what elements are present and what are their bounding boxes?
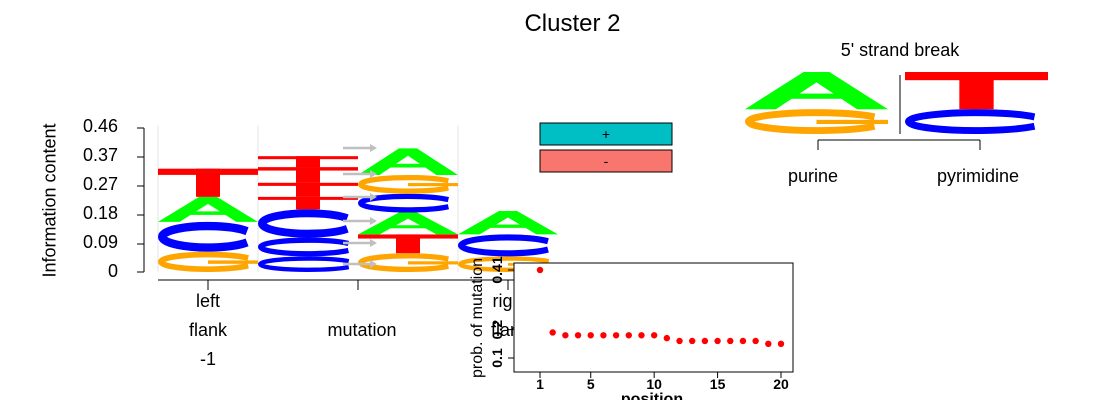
pyrimidine-label: pyrimidine bbox=[937, 166, 1020, 186]
inset-point bbox=[663, 334, 671, 342]
inset-x-tick-label: 20 bbox=[773, 376, 789, 392]
strand-break-logo bbox=[745, 72, 1048, 134]
logo-letter-C bbox=[358, 193, 449, 213]
inset-y-label: prob. of mutation bbox=[469, 258, 486, 378]
logo-letter-C bbox=[258, 209, 349, 238]
logo-letter-A bbox=[358, 212, 458, 235]
inset-point bbox=[689, 337, 696, 345]
mutation-arrow bbox=[343, 217, 377, 225]
inset-point bbox=[676, 337, 683, 345]
inset-point bbox=[727, 337, 734, 345]
inset-point bbox=[612, 332, 620, 339]
inset-point bbox=[600, 332, 607, 339]
logo-letter-A bbox=[158, 196, 258, 222]
x-group-label: flank bbox=[188, 320, 228, 340]
y-tick-label: 0.27 bbox=[82, 174, 118, 194]
inset-point bbox=[752, 337, 759, 345]
inset-point bbox=[562, 332, 569, 339]
y-tick-label: 0.46 bbox=[82, 116, 118, 136]
y-tick-label: 0.37 bbox=[82, 145, 118, 165]
strand-break-bracket bbox=[817, 75, 981, 150]
logo-letter-G bbox=[158, 251, 258, 272]
y-tick-label: 0.09 bbox=[82, 232, 118, 252]
mutation-arrow bbox=[343, 260, 377, 268]
inset-point bbox=[625, 332, 632, 339]
logo-letter-T bbox=[258, 167, 358, 183]
inset-point bbox=[574, 332, 582, 339]
logo-letter-C bbox=[257, 256, 350, 272]
inset-x-tick-label: 15 bbox=[710, 376, 726, 392]
logo-letter-A bbox=[745, 72, 888, 110]
inset-x-tick-label: 5 bbox=[587, 376, 595, 392]
logo-letter-G bbox=[358, 174, 458, 194]
x-group-label: -1 bbox=[199, 349, 216, 369]
purine-label: purine bbox=[788, 166, 839, 186]
mutation-probability-inset: 1 5 10 15 200.410.20.1 position prob. of mut… bbox=[469, 256, 794, 400]
logo-letter-T bbox=[358, 234, 458, 254]
legend: + - bbox=[539, 122, 673, 173]
logo-letter-A bbox=[358, 148, 458, 175]
legend-plus-label: + bbox=[602, 126, 610, 142]
inset-point bbox=[701, 337, 709, 345]
inset-point bbox=[549, 329, 556, 336]
inset-point bbox=[587, 332, 594, 339]
mutation-arrows bbox=[343, 144, 377, 268]
logo-letter-G bbox=[358, 253, 458, 272]
x-axis bbox=[158, 279, 558, 290]
y-axis bbox=[137, 127, 145, 273]
inset-frame bbox=[513, 262, 794, 373]
strand-break-title: 5' strand break bbox=[840, 40, 960, 60]
mutation-arrow bbox=[343, 193, 377, 201]
logo-letter-T bbox=[258, 156, 358, 168]
y-tick-label: 0.18 bbox=[82, 203, 118, 223]
chart-title: Cluster 2 bbox=[524, 10, 621, 37]
inset-x-label: position bbox=[621, 391, 683, 400]
inset-x-tick-label: 10 bbox=[646, 376, 662, 392]
logo-letter-T bbox=[258, 196, 358, 210]
inset-point bbox=[638, 332, 645, 339]
mutation-arrow bbox=[343, 239, 377, 247]
inset-point bbox=[650, 332, 658, 339]
sequence-logo bbox=[158, 148, 558, 272]
inset-point bbox=[714, 337, 721, 345]
inset-points bbox=[536, 266, 785, 348]
x-group-label: mutation bbox=[327, 320, 397, 340]
x-group-label: left bbox=[195, 291, 220, 311]
inset-axes: 1 5 10 15 200.410.20.1 bbox=[489, 256, 789, 392]
legend-minus-label: - bbox=[604, 153, 609, 169]
logo-letter-T bbox=[905, 72, 1048, 110]
legend-plus-swatch bbox=[539, 122, 673, 146]
mutation-arrow bbox=[343, 144, 377, 152]
inset-y-tick-label: 0.2 bbox=[489, 320, 505, 340]
logo-letter-T bbox=[158, 168, 258, 197]
logo-letter-T bbox=[258, 182, 358, 197]
logo-letter-C bbox=[458, 234, 549, 257]
logo-letter-C bbox=[258, 237, 349, 257]
legend-minus-swatch bbox=[539, 149, 673, 173]
logo-letter-G bbox=[745, 109, 888, 134]
inset-point bbox=[777, 340, 785, 348]
inset-y-tick-label: 0.41 bbox=[489, 256, 505, 283]
y-tick-label: 0 bbox=[107, 261, 118, 281]
logo-letter-A bbox=[458, 210, 558, 235]
logo-letter-C bbox=[158, 221, 249, 252]
inset-y-tick-label: 0.1 bbox=[489, 348, 505, 368]
inset-point bbox=[536, 266, 544, 274]
inset-point bbox=[739, 337, 747, 345]
inset-x-tick-label: 1 bbox=[536, 376, 544, 392]
logo-letter-C bbox=[905, 109, 1036, 134]
inset-point bbox=[765, 340, 772, 348]
mutation-arrow bbox=[343, 170, 377, 178]
